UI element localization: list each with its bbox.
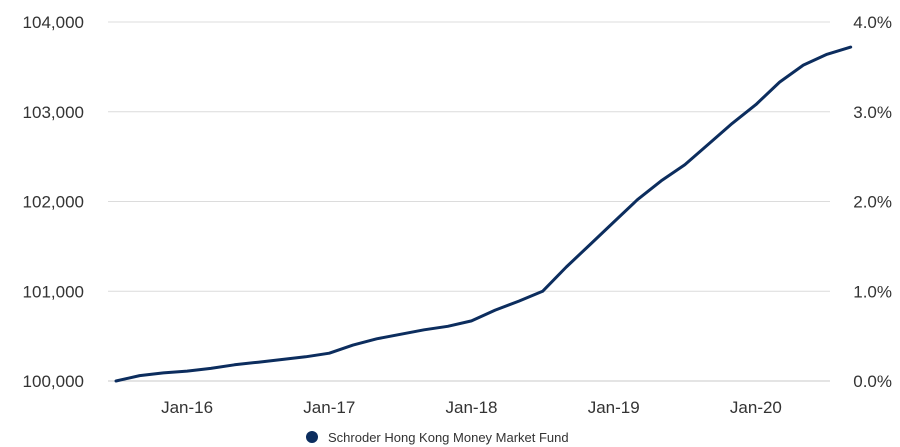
gridlines [108,21,830,382]
x-tick-label: Jan-19 [588,398,640,417]
y-right-tick-label: 0.0% [853,372,892,391]
y-right-tick-label: 1.0% [853,282,892,301]
x-tick-label: Jan-20 [730,398,782,417]
y-left-tick-label: 102,000 [23,193,84,212]
y-right-tick-label: 2.0% [853,193,892,212]
series-layer [114,45,853,383]
legend-label: Schroder Hong Kong Money Market Fund [328,430,569,445]
x-tick-label: Jan-16 [161,398,213,417]
y-left-tick-label: 104,000 [23,13,84,32]
x-tick-label: Jan-17 [303,398,355,417]
y-right-tick-label: 4.0% [853,13,892,32]
y-right-tick-label: 3.0% [853,103,892,122]
y-left-tick-label: 100,000 [23,372,84,391]
legend-marker [306,431,318,443]
x-axis-tick-labels: Jan-16 Jan-17 Jan-18 Jan-19 Jan-20 [161,398,782,417]
right-axis-tick-labels: 0.0% 1.0% 2.0% 3.0% 4.0% [853,13,892,391]
legend: Schroder Hong Kong Money Market Fund [306,430,569,445]
y-left-tick-label: 101,000 [23,282,84,301]
left-axis-tick-labels: 100,000 101,000 102,000 103,000 104,000 [23,13,84,391]
y-left-tick-label: 103,000 [23,103,84,122]
series-line [114,45,853,383]
x-tick-label: Jan-18 [446,398,498,417]
